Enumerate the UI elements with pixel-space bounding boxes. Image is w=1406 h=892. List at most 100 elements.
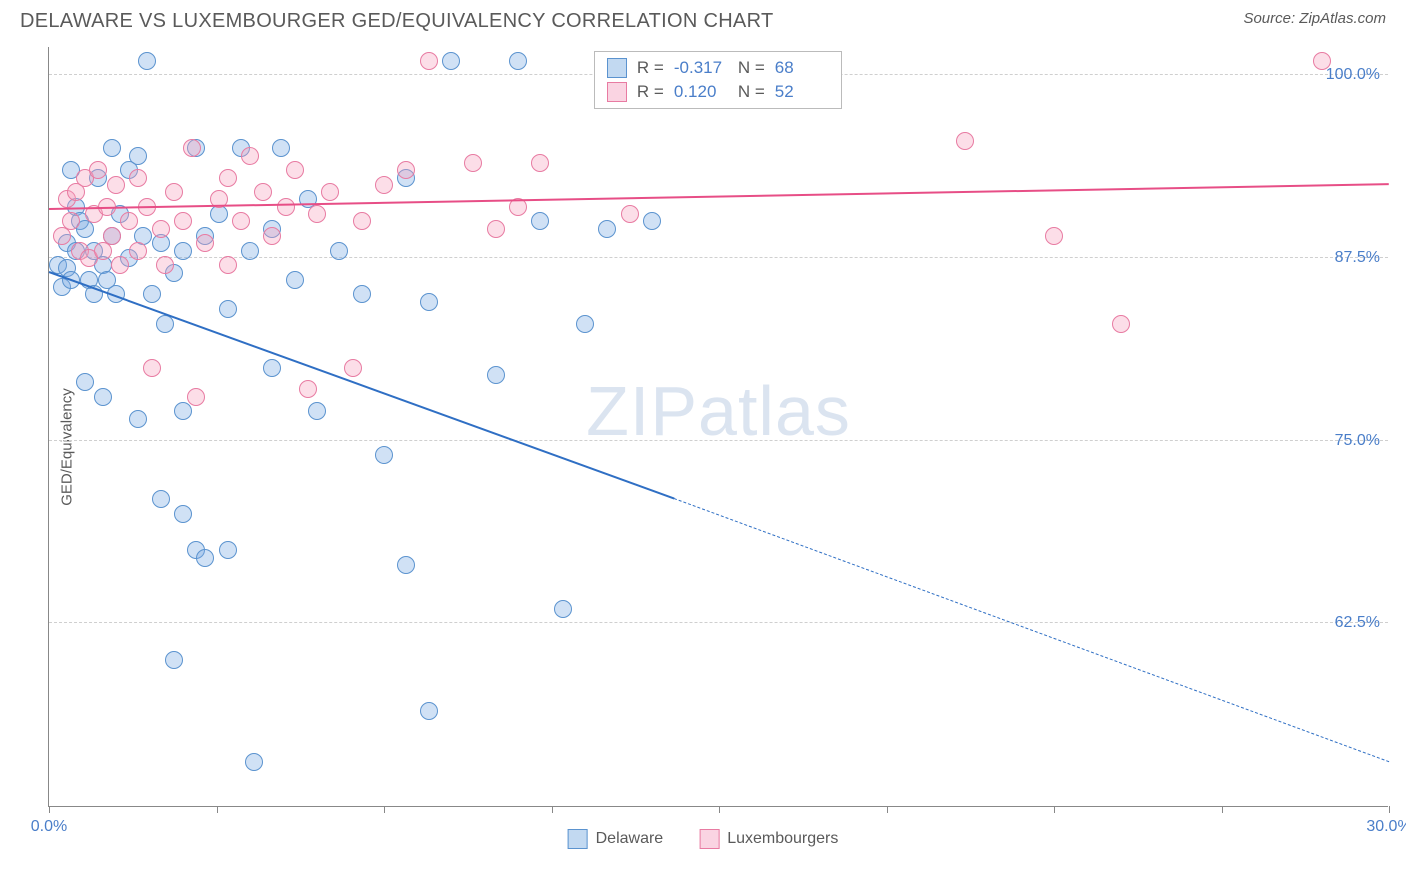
data-point	[196, 549, 214, 567]
data-point	[174, 505, 192, 523]
data-point	[174, 242, 192, 260]
data-point	[397, 556, 415, 574]
data-point	[286, 161, 304, 179]
n-label: N =	[738, 58, 765, 78]
data-point	[89, 161, 107, 179]
y-tick-label: 75.0%	[1335, 432, 1380, 450]
data-point	[1045, 227, 1063, 245]
x-tick	[719, 806, 720, 813]
data-point	[219, 256, 237, 274]
data-point	[643, 212, 661, 230]
data-point	[277, 198, 295, 216]
gridline	[49, 440, 1388, 441]
data-point	[143, 359, 161, 377]
data-point	[420, 702, 438, 720]
data-point	[420, 293, 438, 311]
legend-swatch	[607, 82, 627, 102]
data-point	[554, 600, 572, 618]
y-tick-label: 87.5%	[1335, 249, 1380, 267]
chart-header: DELAWARE VS LUXEMBOURGER GED/EQUIVALENCY…	[0, 0, 1406, 37]
y-tick-label: 100.0%	[1326, 66, 1380, 84]
watermark-rest: atlas	[698, 372, 851, 450]
chart-source: Source: ZipAtlas.com	[1243, 10, 1386, 27]
data-point	[956, 132, 974, 150]
y-tick-label: 62.5%	[1335, 614, 1380, 632]
regression-line	[674, 498, 1389, 762]
x-tick	[49, 806, 50, 813]
chart-wrap: GED/Equivalency ZIPatlas 62.5%75.0%87.5%…	[0, 37, 1406, 857]
data-point	[531, 154, 549, 172]
data-point	[219, 169, 237, 187]
data-point	[241, 147, 259, 165]
data-point	[353, 285, 371, 303]
data-point	[576, 315, 594, 333]
data-point	[531, 212, 549, 230]
data-point	[165, 651, 183, 669]
data-point	[1313, 52, 1331, 70]
regression-line	[49, 183, 1389, 210]
data-point	[232, 212, 250, 230]
x-tick	[217, 806, 218, 813]
data-point	[138, 52, 156, 70]
x-tick	[1389, 806, 1390, 813]
data-point	[187, 388, 205, 406]
data-point	[487, 220, 505, 238]
data-point	[174, 212, 192, 230]
plot-area: ZIPatlas 62.5%75.0%87.5%100.0%0.0%30.0%R…	[48, 47, 1388, 807]
r-label: R =	[637, 82, 664, 102]
legend-swatch	[568, 829, 588, 849]
regression-line	[49, 271, 675, 499]
data-point	[103, 227, 121, 245]
data-point	[487, 366, 505, 384]
stats-row: R =-0.317N =68	[595, 56, 841, 80]
x-tick	[1222, 806, 1223, 813]
data-point	[397, 161, 415, 179]
data-point	[219, 541, 237, 559]
x-tick	[384, 806, 385, 813]
legend-item: Delaware	[568, 829, 664, 849]
data-point	[165, 183, 183, 201]
x-tick-label-start: 0.0%	[31, 818, 67, 836]
legend-swatch	[699, 829, 719, 849]
x-tick	[887, 806, 888, 813]
watermark-bold: ZIP	[586, 372, 698, 450]
data-point	[129, 242, 147, 260]
legend-label: Delaware	[596, 830, 664, 848]
data-point	[62, 212, 80, 230]
stats-row: R =0.120N =52	[595, 80, 841, 104]
data-point	[129, 169, 147, 187]
legend-item: Luxembourgers	[699, 829, 838, 849]
data-point	[254, 183, 272, 201]
data-point	[263, 227, 281, 245]
data-point	[442, 52, 460, 70]
legend-swatch	[607, 58, 627, 78]
x-tick	[552, 806, 553, 813]
data-point	[509, 52, 527, 70]
data-point	[321, 183, 339, 201]
data-point	[420, 52, 438, 70]
data-point	[299, 380, 317, 398]
data-point	[375, 176, 393, 194]
data-point	[219, 300, 237, 318]
data-point	[308, 205, 326, 223]
x-tick-label-end: 30.0%	[1366, 818, 1406, 836]
legend-label: Luxembourgers	[727, 830, 838, 848]
data-point	[621, 205, 639, 223]
data-point	[94, 388, 112, 406]
data-point	[344, 359, 362, 377]
data-point	[103, 139, 121, 157]
r-value: 0.120	[674, 82, 728, 102]
data-point	[308, 402, 326, 420]
data-point	[152, 490, 170, 508]
data-point	[129, 147, 147, 165]
data-point	[143, 285, 161, 303]
data-point	[156, 256, 174, 274]
data-point	[152, 220, 170, 238]
x-tick	[1054, 806, 1055, 813]
data-point	[107, 176, 125, 194]
data-point	[464, 154, 482, 172]
data-point	[241, 242, 259, 260]
gridline	[49, 622, 1388, 623]
data-point	[263, 359, 281, 377]
data-point	[598, 220, 616, 238]
